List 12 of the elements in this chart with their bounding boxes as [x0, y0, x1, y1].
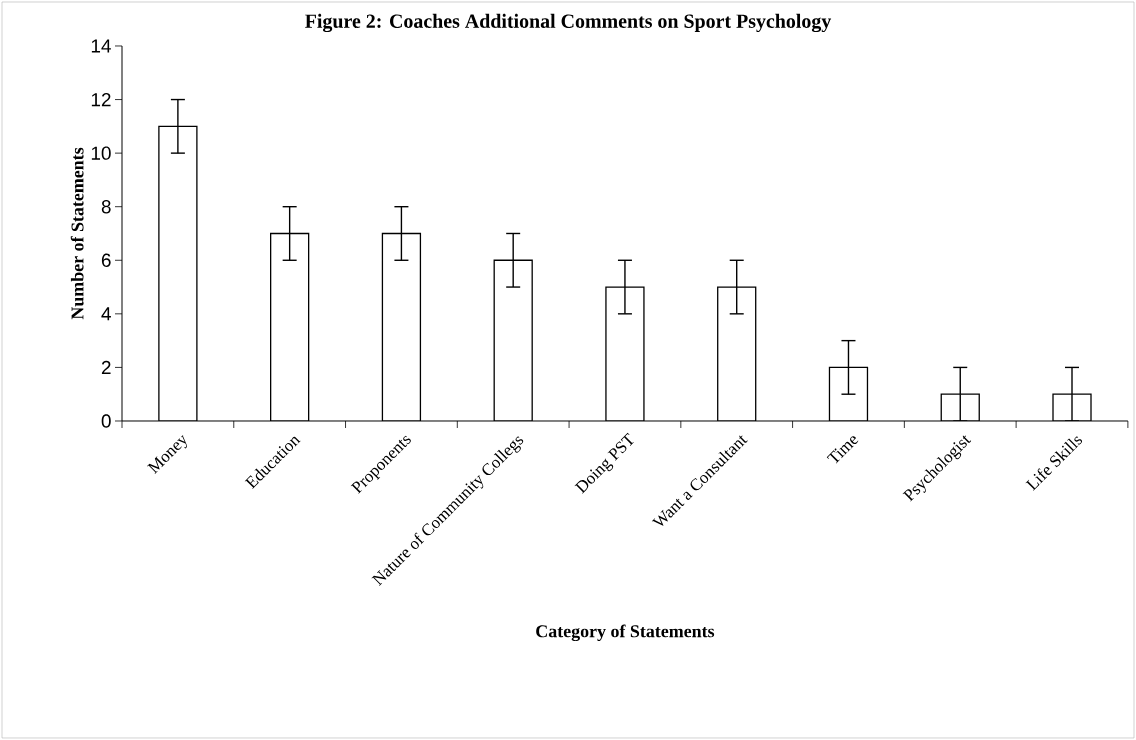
- y-tick-label: 4: [101, 307, 111, 321]
- y-tick-label: 12: [91, 92, 111, 107]
- x-tick-label: Time: [826, 436, 859, 464]
- x-axis-title: Category of Statements: [536, 624, 715, 642]
- y-tick-label: 0: [101, 414, 111, 428]
- y-tick-label: 14: [91, 39, 111, 53]
- y-tick-label: 10: [91, 146, 111, 160]
- y-axis-title: Number of Statements: [70, 147, 84, 320]
- y-tick-label: 6: [101, 253, 111, 267]
- chart-title: Figure 2: Coaches Additional Comments on Sport Psychology: [305, 13, 832, 33]
- y-tick-label: 8: [101, 200, 111, 214]
- y-tick-label: 2: [101, 360, 111, 375]
